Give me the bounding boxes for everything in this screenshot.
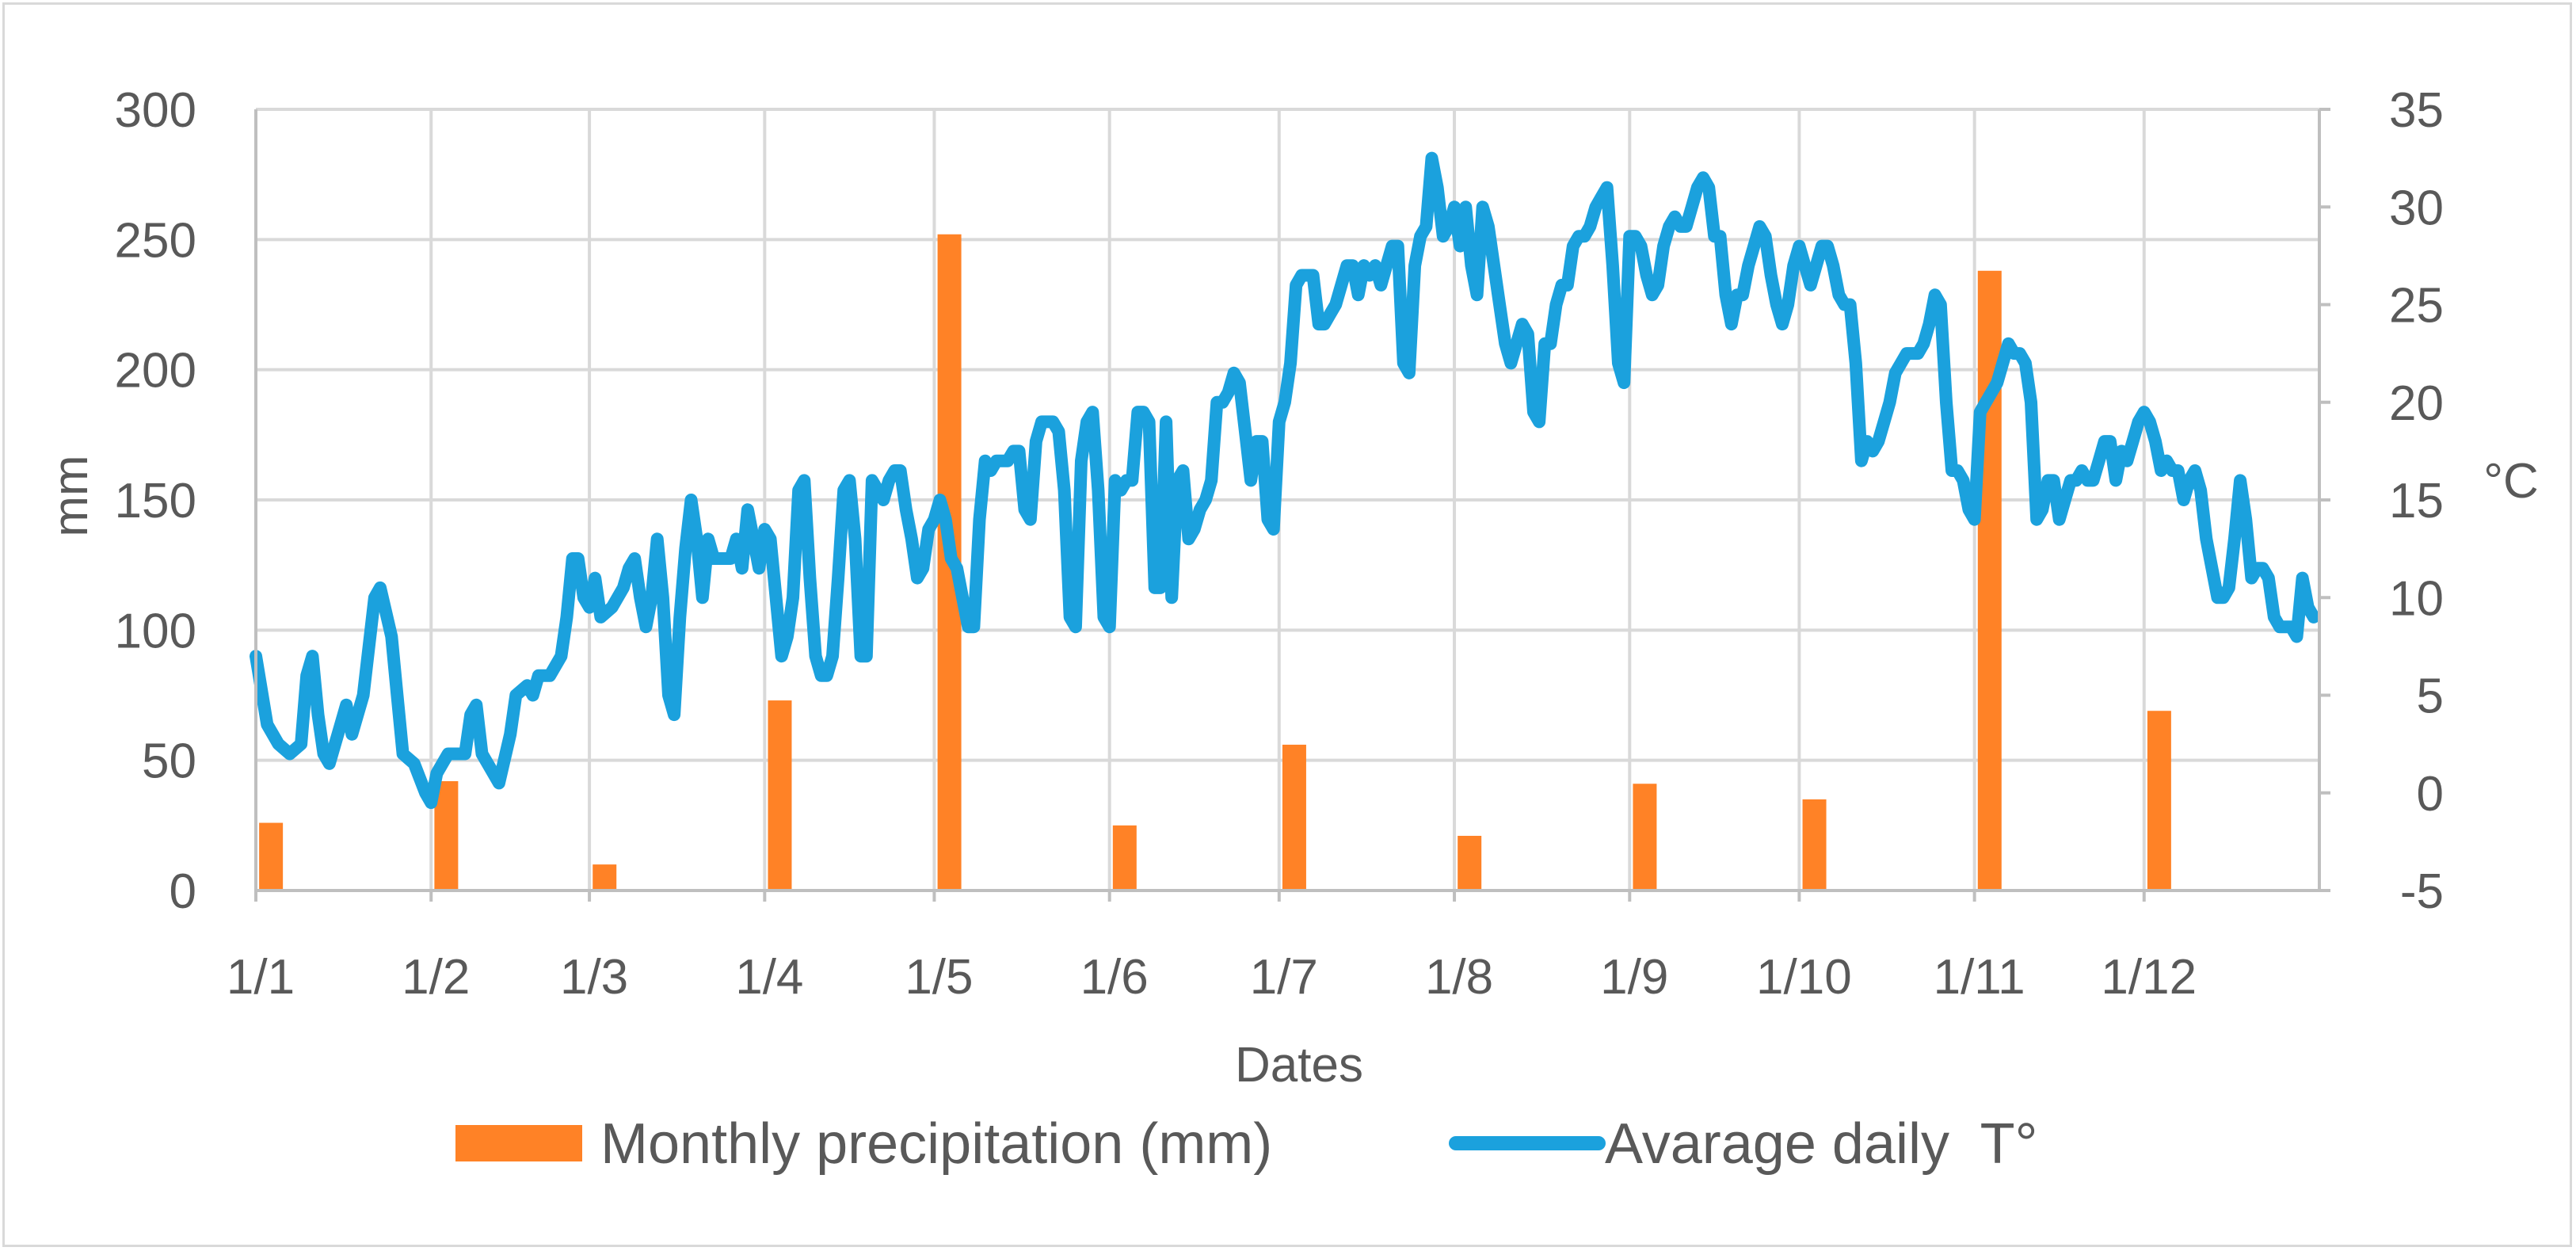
- x-tick-label-5: 1/6: [1080, 950, 1149, 1005]
- left-tick-label-1: 50: [142, 734, 196, 789]
- right-tick-label-3: 10: [2389, 571, 2444, 626]
- left-axis-tick-labels: 0 50 100 150 200 250 300: [115, 83, 196, 919]
- right-tick-label-2: 5: [2417, 669, 2444, 724]
- x-tick-label-0: 1/1: [227, 950, 295, 1005]
- right-axis-title: °C: [2483, 454, 2539, 509]
- x-tick-label-8: 1/9: [1600, 950, 1668, 1005]
- right-tick-label-8: 35: [2389, 83, 2444, 138]
- precip-bar-11: [2147, 711, 2171, 891]
- left-tick-label-3: 150: [115, 474, 196, 528]
- x-tick-label-7: 1/8: [1425, 950, 1493, 1005]
- precip-bar-8: [1633, 784, 1657, 891]
- right-axis-tick-labels: -5 0 5 10 15 20 25 30 35: [2389, 83, 2444, 919]
- legend-temp-label: Avarage daily T°: [1605, 1112, 2037, 1176]
- axes: [254, 108, 2330, 902]
- precip-bar-6: [1282, 744, 1306, 891]
- precip-bar-7: [1458, 835, 1482, 891]
- right-tick-label-5: 20: [2389, 376, 2444, 431]
- right-tick-label-4: 15: [2389, 474, 2444, 528]
- legend-precip-swatch: [455, 1125, 582, 1161]
- left-tick-label-4: 200: [115, 344, 196, 399]
- x-tick-label-11: 1/12: [2101, 950, 2197, 1005]
- x-axis-tick-labels: 1/1 1/2 1/3 1/4 1/5 1/6 1/7 1/8 1/9 1/10 1/11 1/12: [227, 950, 2197, 1005]
- right-tick-label-6: 25: [2389, 279, 2444, 334]
- x-tick-label-6: 1/7: [1250, 950, 1318, 1005]
- left-tick-label-6: 300: [115, 83, 196, 138]
- x-tick-label-1: 1/2: [402, 950, 470, 1005]
- right-tick-label-7: 30: [2389, 181, 2444, 235]
- left-tick-label-2: 100: [115, 604, 196, 658]
- x-tick-label-10: 1/11: [1934, 950, 2025, 1005]
- x-tick-label-2: 1/3: [560, 950, 628, 1005]
- precip-bar-9: [1802, 799, 1827, 891]
- right-tick-label-1: 0: [2417, 767, 2444, 822]
- left-axis-title: mm: [44, 455, 98, 536]
- x-axis-title: Dates: [1235, 1038, 1363, 1093]
- left-tick-label-0: 0: [170, 864, 196, 919]
- precip-bar-2: [593, 864, 617, 891]
- precip-bar-1: [434, 780, 459, 891]
- precipitation-bars: [259, 234, 2171, 891]
- precip-bar-3: [768, 700, 792, 891]
- temperature-series-line: [250, 151, 2320, 810]
- precip-bar-5: [1112, 825, 1137, 891]
- x-tick-label-3: 1/4: [735, 950, 803, 1005]
- precip-bar-0: [259, 822, 284, 891]
- legend-precip-label: Monthly precipitation (mm): [600, 1112, 1272, 1176]
- left-tick-label-5: 250: [115, 213, 196, 268]
- x-tick-label-9: 1/10: [1756, 950, 1852, 1005]
- legend: Monthly precipitation (mm) Avarage daily…: [455, 1112, 2037, 1176]
- x-tick-label-4: 1/5: [905, 950, 973, 1005]
- right-tick-label-0: -5: [2400, 864, 2444, 919]
- temperature-line: [250, 151, 2320, 810]
